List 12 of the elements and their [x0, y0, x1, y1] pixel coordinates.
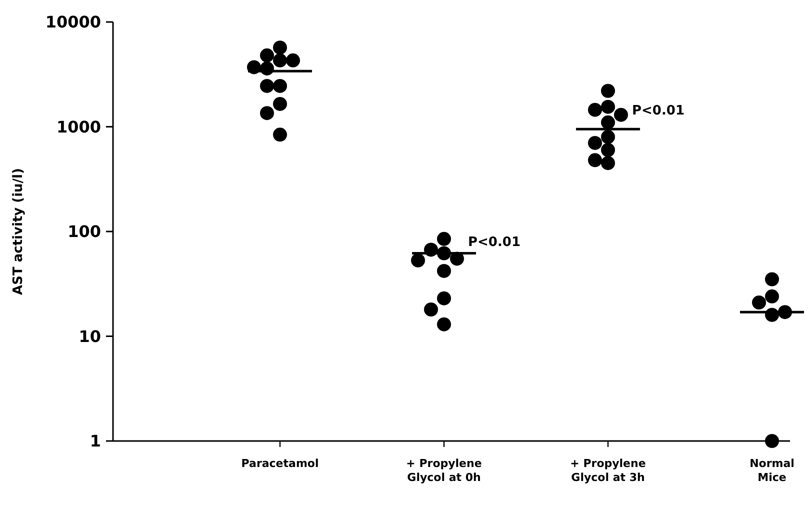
y-tick-label: 10 [78, 326, 101, 346]
x-tick-label: + Propylene Glycol at 0h [406, 457, 482, 484]
y-tick-label: 100 [68, 222, 101, 242]
y-tick-label: 10000 [45, 12, 101, 32]
x-tick-label: Paracetamol [241, 457, 319, 470]
y-tick-label: 1 [90, 432, 101, 451]
y-axis-title: AST activity (iu/l) [11, 168, 26, 295]
x-tick-label: + Propylene Glycol at 3h [570, 457, 646, 484]
x-tick-label: Normal Mice [750, 457, 794, 484]
annotation: P<0.01 [468, 235, 520, 250]
annotation: P<0.01 [632, 103, 684, 118]
y-tick-label: 1000 [56, 117, 101, 136]
